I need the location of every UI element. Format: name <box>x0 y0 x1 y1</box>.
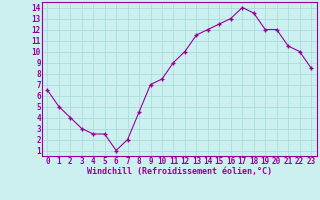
X-axis label: Windchill (Refroidissement éolien,°C): Windchill (Refroidissement éolien,°C) <box>87 167 272 176</box>
